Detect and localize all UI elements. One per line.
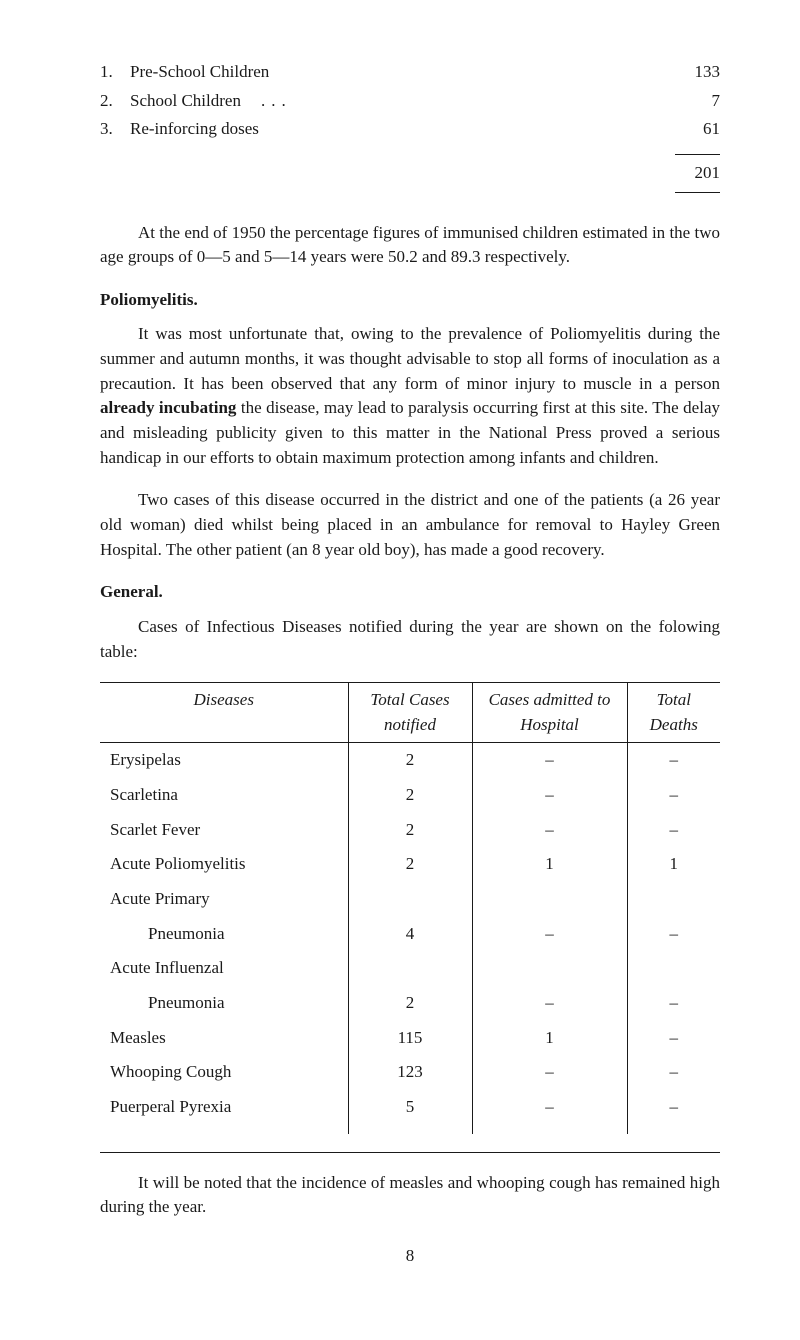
table-row: Acute Influenzal — [100, 951, 720, 986]
cell-disease: Acute Influenzal — [100, 951, 348, 986]
cell-total: 2 — [348, 743, 472, 778]
item-value: 61 — [660, 117, 720, 142]
item-number: 3. — [100, 117, 130, 142]
cell-admitted: – — [472, 1055, 627, 1090]
cell-admitted — [472, 882, 627, 917]
list-item: 3. Re-inforcing doses 61 — [100, 117, 720, 142]
table-body: Erysipelas2––Scarletina2––Scarlet Fever2… — [100, 743, 720, 1134]
cell-deaths: – — [627, 1021, 720, 1056]
cell-total: 2 — [348, 778, 472, 813]
table-row: Scarletina2–– — [100, 778, 720, 813]
item-label: Re-inforcing doses — [130, 117, 259, 142]
diseases-table: Diseases Total Cases notified Cases admi… — [100, 682, 720, 1133]
cell-total: 4 — [348, 917, 472, 952]
paragraph: At the end of 1950 the percentage figure… — [100, 221, 720, 270]
cell-disease: Pneumonia — [100, 917, 348, 952]
table-row: Scarlet Fever2–– — [100, 813, 720, 848]
table-header-row: Diseases Total Cases notified Cases admi… — [100, 683, 720, 743]
item-value: 133 — [660, 60, 720, 85]
list-item: 1. Pre-School Children 133 — [100, 60, 720, 85]
cell-total: 123 — [348, 1055, 472, 1090]
cell-total: 2 — [348, 986, 472, 1021]
cell-disease: Erysipelas — [100, 743, 348, 778]
cell-admitted: – — [472, 986, 627, 1021]
cell-disease: Scarlet Fever — [100, 813, 348, 848]
table-row: Measles1151– — [100, 1021, 720, 1056]
bold-text: already incubating — [100, 398, 236, 417]
paragraph: Two cases of this disease occurred in th… — [100, 488, 720, 562]
cell-total: 115 — [348, 1021, 472, 1056]
list-item: 2. School Children ... 7 — [100, 89, 720, 114]
text-span: It was most unfortunate that, owing to t… — [100, 324, 720, 392]
paragraph: It was most unfortunate that, owing to t… — [100, 322, 720, 470]
paragraph: Cases of Infectious Diseases notified du… — [100, 615, 720, 664]
item-label: School Children — [130, 89, 241, 114]
cell-total: 2 — [348, 847, 472, 882]
cell-total: 2 — [348, 813, 472, 848]
item-label: Pre-School Children — [130, 60, 269, 85]
total-rule-top — [675, 154, 720, 155]
item-number: 1. — [100, 60, 130, 85]
header-total-cases: Total Cases notified — [348, 683, 472, 743]
cell-deaths: – — [627, 743, 720, 778]
table-row: Pneumonia4–– — [100, 917, 720, 952]
page-number: 8 — [100, 1244, 720, 1269]
cell-admitted: – — [472, 1090, 627, 1134]
cell-total — [348, 882, 472, 917]
cell-deaths: – — [627, 813, 720, 848]
cell-deaths: – — [627, 778, 720, 813]
cell-disease: Acute Poliomyelitis — [100, 847, 348, 882]
dots: ... — [261, 89, 292, 114]
table-row: Acute Primary — [100, 882, 720, 917]
cell-total: 5 — [348, 1090, 472, 1134]
table-row: Acute Poliomyelitis211 — [100, 847, 720, 882]
cell-admitted: 1 — [472, 847, 627, 882]
header-diseases: Diseases — [100, 683, 348, 743]
list-total: 201 — [100, 161, 720, 186]
cell-deaths: – — [627, 917, 720, 952]
cell-deaths: – — [627, 986, 720, 1021]
cell-deaths: – — [627, 1055, 720, 1090]
cell-disease: Acute Primary — [100, 882, 348, 917]
section-heading: General. — [100, 580, 720, 605]
cell-total — [348, 951, 472, 986]
cell-disease: Measles — [100, 1021, 348, 1056]
cell-deaths — [627, 882, 720, 917]
cell-admitted: – — [472, 813, 627, 848]
header-admitted: Cases admitted to Hospital — [472, 683, 627, 743]
paragraph: It will be noted that the incidence of m… — [100, 1171, 720, 1220]
cell-disease: Pneumonia — [100, 986, 348, 1021]
header-deaths: Total Deaths — [627, 683, 720, 743]
cell-disease: Puerperal Pyrexia — [100, 1090, 348, 1134]
cell-admitted: – — [472, 743, 627, 778]
table-row: Erysipelas2–– — [100, 743, 720, 778]
item-value: 7 — [660, 89, 720, 114]
table-row: Whooping Cough123–– — [100, 1055, 720, 1090]
cell-admitted: – — [472, 778, 627, 813]
table-row: Pneumonia2–– — [100, 986, 720, 1021]
item-number: 2. — [100, 89, 130, 114]
numbered-list: 1. Pre-School Children 133 2. School Chi… — [100, 60, 720, 142]
cell-admitted: 1 — [472, 1021, 627, 1056]
cell-disease: Whooping Cough — [100, 1055, 348, 1090]
table-bottom-rule — [100, 1152, 720, 1153]
cell-admitted — [472, 951, 627, 986]
cell-admitted: – — [472, 917, 627, 952]
cell-disease: Scarletina — [100, 778, 348, 813]
section-heading: Poliomyelitis. — [100, 288, 720, 313]
cell-deaths — [627, 951, 720, 986]
cell-deaths: 1 — [627, 847, 720, 882]
table-row: Puerperal Pyrexia5–– — [100, 1090, 720, 1134]
cell-deaths: – — [627, 1090, 720, 1134]
total-rule-bottom — [675, 192, 720, 193]
